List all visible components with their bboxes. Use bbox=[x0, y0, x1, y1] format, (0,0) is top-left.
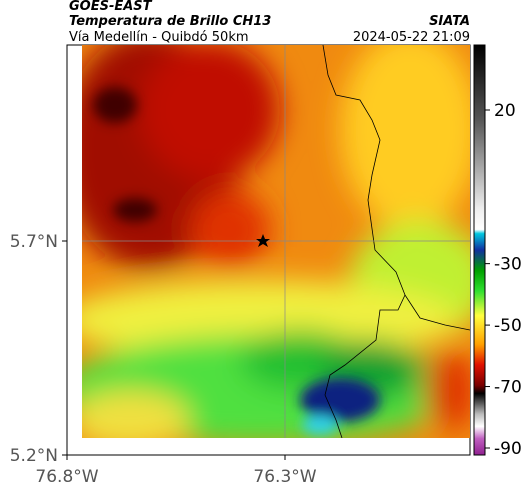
colorbar bbox=[473, 44, 486, 456]
route: Vía Medellín - Quibdó 50km bbox=[69, 30, 249, 45]
colorbar-tick-label: 20 bbox=[494, 101, 516, 121]
product: Temperatura de Brillo CH13 bbox=[69, 14, 271, 29]
satellite: GOES-EAST bbox=[69, 0, 153, 14]
colorbar-tick-label: -70 bbox=[494, 378, 522, 398]
lon-label: 76.8°W bbox=[35, 467, 98, 487]
lat-label: 5.2°N bbox=[10, 446, 58, 466]
lon-label: 76.3°W bbox=[253, 467, 316, 487]
colorbar-tick-label: -50 bbox=[494, 316, 522, 336]
lat-label: 5.7°N bbox=[10, 232, 58, 252]
source: SIATA bbox=[429, 14, 470, 29]
timestamp: 2024-05-22 21:09 bbox=[353, 30, 470, 45]
colorbar-tick-label: -90 bbox=[494, 439, 522, 459]
colorbar-tick-label: -30 bbox=[494, 255, 522, 275]
satellite-image bbox=[82, 45, 470, 438]
